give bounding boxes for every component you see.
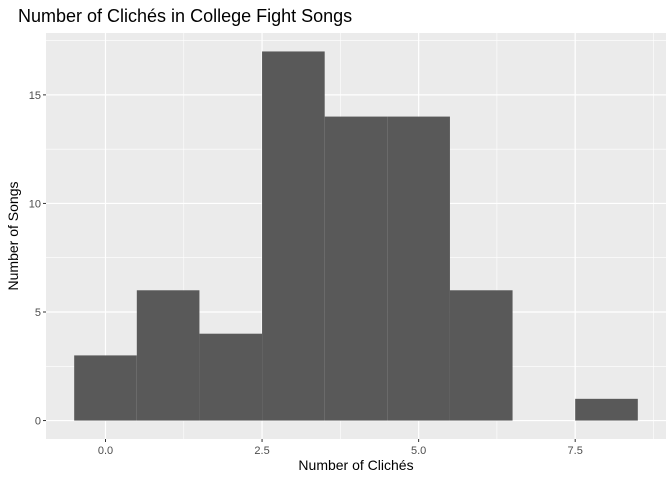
chart-title: Number of Clichés in College Fight Songs bbox=[18, 6, 352, 26]
histogram-bar-0 bbox=[74, 355, 137, 421]
x-tick-label: 7.5 bbox=[568, 445, 583, 457]
x-axis-title: Number of Clichés bbox=[298, 457, 413, 473]
histogram-bar-5 bbox=[387, 116, 450, 421]
histogram-bar-6 bbox=[449, 290, 513, 421]
histogram-bar-8 bbox=[575, 398, 638, 421]
y-tick-label: 10 bbox=[29, 198, 41, 210]
y-tick-label: 0 bbox=[35, 416, 41, 428]
y-tick-label: 15 bbox=[29, 90, 41, 102]
histogram-bar-2 bbox=[199, 333, 263, 421]
x-tick-label: 2.5 bbox=[254, 445, 269, 457]
histogram-bar-3 bbox=[262, 51, 325, 421]
axis-layer: 0.0 2.5 5.0 7.5 0 5 10 15 bbox=[29, 90, 583, 457]
x-tick-label: 5.0 bbox=[411, 445, 426, 457]
x-tick-label: 0.0 bbox=[98, 445, 113, 457]
histogram-bar-4 bbox=[324, 116, 388, 421]
y-tick-label: 5 bbox=[35, 307, 41, 319]
histogram-bar-1 bbox=[136, 290, 200, 421]
y-axis-title: Number of Songs bbox=[5, 182, 21, 291]
bars-layer bbox=[74, 51, 638, 421]
